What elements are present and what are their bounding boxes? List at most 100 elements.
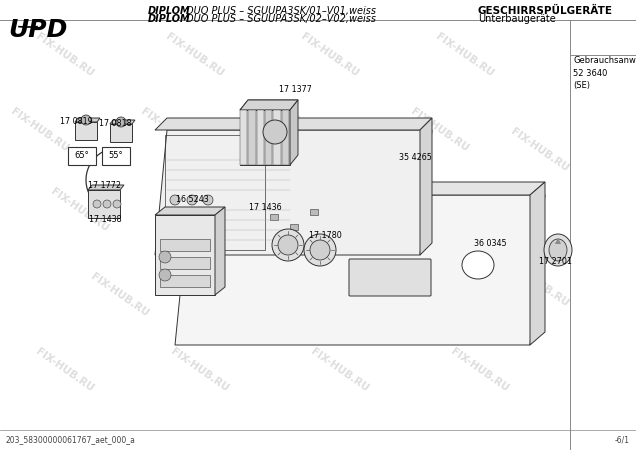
Text: FIX-HUB.RU: FIX-HUB.RU: [89, 271, 151, 319]
Text: 17 1377: 17 1377: [279, 86, 312, 94]
Text: FIX-HUB.RU: FIX-HUB.RU: [194, 191, 256, 238]
Bar: [110, 124, 132, 142]
Bar: [88, 190, 120, 218]
Text: FIX-HUB.RU: FIX-HUB.RU: [509, 261, 570, 309]
Text: FIX-HUB.RU: FIX-HUB.RU: [469, 191, 531, 238]
Circle shape: [212, 219, 218, 225]
Bar: [290, 224, 298, 230]
Ellipse shape: [230, 218, 240, 232]
Polygon shape: [75, 118, 100, 122]
Text: FIX-HUB.RU: FIX-HUB.RU: [389, 271, 451, 319]
Bar: [68, 147, 96, 165]
Text: FIX-HUB.RU: FIX-HUB.RU: [509, 126, 570, 174]
Ellipse shape: [544, 234, 572, 266]
Text: DIPLOM: DIPLOM: [148, 14, 191, 24]
Text: 203_58300000061767_aet_000_a: 203_58300000061767_aet_000_a: [6, 436, 136, 445]
Text: FIX-HUB.RU: FIX-HUB.RU: [434, 32, 496, 79]
Ellipse shape: [255, 218, 265, 232]
Circle shape: [116, 117, 126, 127]
Polygon shape: [155, 130, 432, 255]
Circle shape: [304, 234, 336, 266]
Text: FIX-HUB.RU: FIX-HUB.RU: [449, 346, 511, 394]
Bar: [273, 110, 280, 165]
Circle shape: [81, 115, 91, 125]
Bar: [102, 147, 130, 165]
Text: 36 0345: 36 0345: [474, 238, 506, 248]
Text: 17 0818: 17 0818: [99, 118, 131, 127]
Text: FIX-HUB.RU: FIX-HUB.RU: [164, 32, 226, 79]
Text: 65°: 65°: [74, 152, 90, 161]
Circle shape: [103, 200, 111, 208]
Circle shape: [170, 195, 180, 205]
Text: -6/1: -6/1: [615, 436, 630, 445]
Text: 17 1438: 17 1438: [88, 216, 121, 225]
Text: FIX-HUB.RU: FIX-HUB.RU: [169, 346, 231, 394]
Circle shape: [278, 235, 298, 255]
Polygon shape: [175, 182, 545, 195]
Bar: [155, 215, 215, 295]
Polygon shape: [155, 207, 225, 215]
Text: GESCHIRRSPÜLGERÄTE: GESCHIRRSPÜLGERÄTE: [478, 6, 613, 16]
Polygon shape: [110, 120, 135, 124]
Bar: [160, 275, 210, 287]
Ellipse shape: [280, 218, 290, 232]
Bar: [165, 135, 265, 250]
Text: Unterbaugeräte: Unterbaugeräte: [478, 14, 556, 24]
Polygon shape: [240, 100, 298, 110]
Polygon shape: [530, 182, 545, 345]
Text: 17 1772: 17 1772: [88, 180, 121, 189]
Bar: [75, 122, 97, 140]
Text: 17 2701: 17 2701: [539, 257, 571, 266]
Polygon shape: [215, 207, 225, 295]
Circle shape: [272, 229, 304, 261]
Text: 16 5243: 16 5243: [176, 195, 209, 204]
Bar: [248, 110, 256, 165]
Text: FIX-HUB.RU: FIX-HUB.RU: [279, 106, 341, 153]
Text: FIX-HUB.RU: FIX-HUB.RU: [409, 106, 471, 153]
Text: FIX-HUB.RU: FIX-HUB.RU: [299, 32, 361, 79]
Circle shape: [263, 120, 287, 144]
Circle shape: [203, 195, 213, 205]
Circle shape: [187, 195, 197, 205]
Text: 55°: 55°: [109, 152, 123, 161]
Text: FIX-HUB.RU: FIX-HUB.RU: [344, 191, 406, 238]
Circle shape: [159, 269, 171, 281]
Polygon shape: [155, 118, 432, 130]
Text: FIX-HUB.RU: FIX-HUB.RU: [34, 32, 96, 79]
Text: DUO PLUS – SGUUPA3SK/02–V02,weiss: DUO PLUS – SGUUPA3SK/02–V02,weiss: [183, 14, 376, 24]
Bar: [160, 257, 210, 269]
Circle shape: [159, 251, 171, 263]
Text: FIX-HUB.RU: FIX-HUB.RU: [10, 106, 71, 153]
Polygon shape: [555, 238, 561, 244]
Text: FIX-HUB.RU: FIX-HUB.RU: [139, 106, 201, 153]
Circle shape: [93, 200, 101, 208]
Polygon shape: [290, 100, 298, 165]
Polygon shape: [88, 185, 124, 190]
Text: DUO PLUS – SGUUPA3SK/01–V01,weiss: DUO PLUS – SGUUPA3SK/01–V01,weiss: [183, 6, 376, 16]
Bar: [257, 110, 264, 165]
Text: 35 4265: 35 4265: [399, 153, 431, 162]
Circle shape: [113, 200, 121, 208]
Text: DIPLOM: DIPLOM: [148, 6, 191, 16]
Polygon shape: [420, 118, 432, 255]
Polygon shape: [175, 195, 545, 345]
Text: FIX-HUB.RU: FIX-HUB.RU: [309, 346, 371, 394]
Bar: [310, 209, 318, 215]
Bar: [240, 110, 290, 165]
Text: 17 1436: 17 1436: [249, 203, 281, 212]
Ellipse shape: [549, 239, 567, 261]
Bar: [160, 239, 210, 251]
Bar: [282, 110, 289, 165]
Circle shape: [310, 240, 330, 260]
Text: 17 0819: 17 0819: [60, 117, 92, 126]
Text: FIX-HUB.RU: FIX-HUB.RU: [239, 271, 301, 319]
Text: FIX-HUB.RU: FIX-HUB.RU: [49, 186, 111, 234]
Bar: [265, 110, 272, 165]
Text: UPD: UPD: [8, 18, 67, 42]
Bar: [240, 110, 247, 165]
Ellipse shape: [462, 251, 494, 279]
Text: 17 1780: 17 1780: [308, 230, 342, 239]
Text: Gebrauchsanweisung
52 3640
(SE): Gebrauchsanweisung 52 3640 (SE): [573, 56, 636, 90]
FancyBboxPatch shape: [349, 259, 431, 296]
Text: FIX-HUB.RU: FIX-HUB.RU: [34, 346, 96, 394]
